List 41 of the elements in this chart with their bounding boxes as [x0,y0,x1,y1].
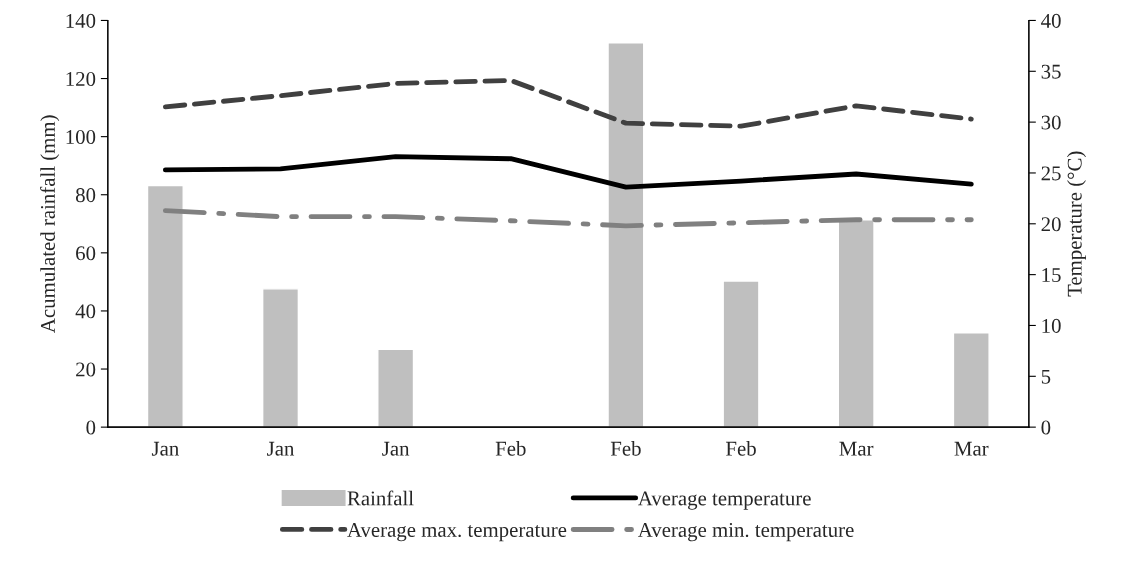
line-series [162,154,974,190]
y2-axis-title: Temperature (°C) [1067,151,1086,297]
legend-label: Average min. temperature [637,522,854,542]
y2-tick-label: 25 [1041,166,1061,181]
y-tick-label: 60 [76,246,96,261]
x-tick-label: Feb [610,441,641,456]
y-tick-label: 20 [76,362,96,377]
x-tick-label: Feb [495,441,526,456]
bar [837,219,875,428]
y-tick-label: 100 [66,130,96,145]
y2-tick-label: 20 [1041,217,1061,232]
y-axis-title: Acumulated rainfall (mm) [40,115,60,333]
bar [952,332,990,428]
x-tick-label: Jan [267,441,295,456]
bar [146,184,184,428]
y-tick-label: 140 [66,13,96,28]
x-tick-label: Jan [151,441,179,456]
y2-tick-label: 35 [1041,64,1061,79]
y2-tick-label: 15 [1042,268,1061,283]
legend-label: Average max. temperature [347,522,567,542]
legend-label: Rainfall [347,490,414,506]
bar [722,280,760,428]
legend-label: Average temperature [637,491,811,510]
y-tick-label: 40 [75,304,96,319]
bar [261,288,300,428]
y-tick-label: 80 [75,188,96,203]
x-tick-label: Mar [954,441,989,456]
y2-tick-label: 0 [1041,420,1051,435]
y2-tick-label: 30 [1041,115,1061,130]
line-series [162,78,974,129]
bar [377,348,415,428]
y-tick-label: 120 [66,71,96,86]
y2-tick-label: 10 [1042,318,1061,333]
x-tick-label: Feb [726,441,756,456]
y-tick-label: 0 [86,420,96,435]
y2-tick-label: 40 [1041,13,1061,28]
line-series [162,208,974,229]
x-tick-label: Mar [839,441,874,456]
y2-tick-label: 5 [1041,369,1051,384]
bar [607,42,645,428]
x-tick-label: Jan [382,441,410,456]
